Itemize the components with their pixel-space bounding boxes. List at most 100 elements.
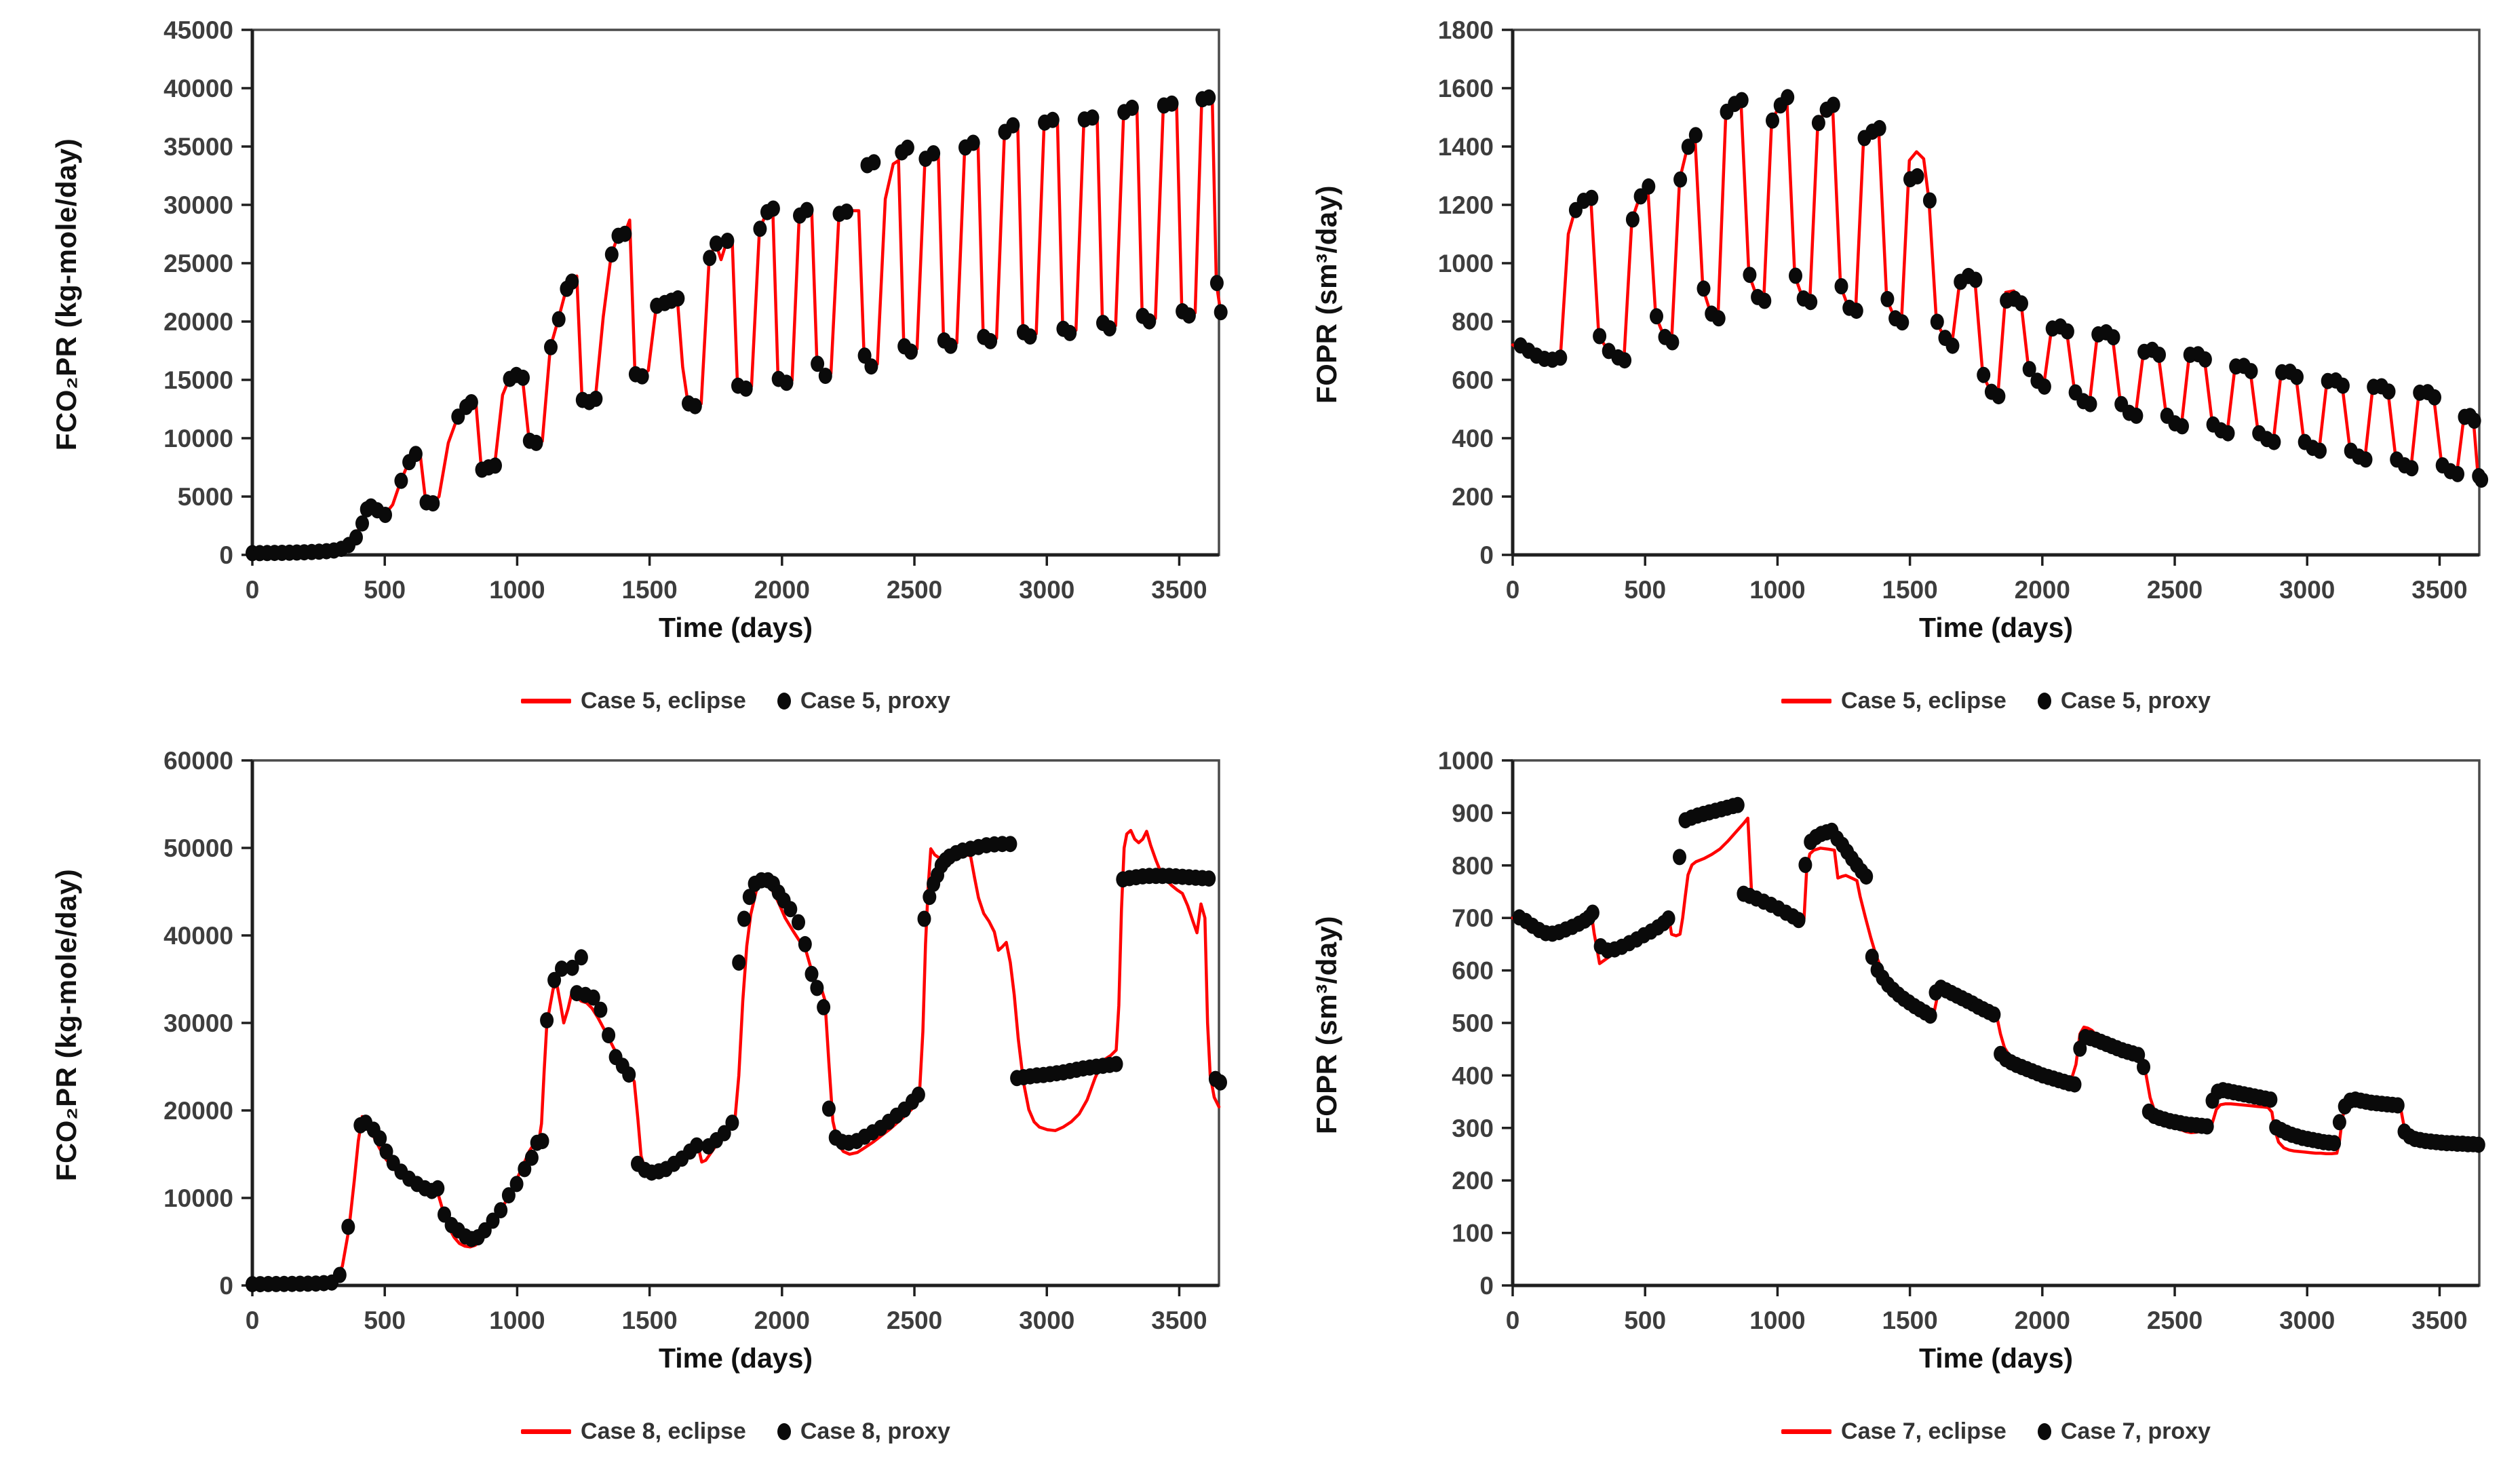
proxy-dot — [737, 910, 751, 927]
proxy-dot — [1661, 910, 1675, 927]
proxy-dot — [867, 154, 881, 171]
proxy-dot — [565, 959, 579, 976]
proxy-dot — [1859, 868, 1874, 885]
x-tick-label: 500 — [1624, 1306, 1666, 1334]
y-tick-label: 400 — [1452, 1062, 1494, 1089]
y-tick-label: 45000 — [163, 16, 233, 44]
proxy-dot — [742, 889, 756, 906]
proxy-dot — [900, 139, 914, 156]
y-tick-label: 1600 — [1438, 75, 1494, 102]
proxy-dot — [2198, 351, 2212, 368]
proxy-dot — [671, 290, 685, 307]
legend-line-swatch — [1781, 699, 1832, 703]
x-tick-label: 2000 — [2015, 576, 2070, 604]
proxy-dot — [710, 235, 723, 252]
y-tick-label: 0 — [1479, 1272, 1494, 1300]
plot-border — [1511, 28, 2481, 556]
legend-label-proxy: Case 5, proxy — [800, 688, 950, 714]
proxy-dot — [1585, 904, 1600, 921]
proxy-dot — [540, 1012, 554, 1029]
proxy-dot — [2022, 361, 2036, 378]
proxy-dot — [426, 495, 440, 511]
y-tick-label: 600 — [1452, 957, 1494, 985]
proxy-dot — [529, 434, 543, 451]
y-tick-label: 700 — [1452, 904, 1494, 932]
legend: Case 7, eclipse Case 7, proxy — [1513, 1418, 2479, 1445]
proxy-dot — [1987, 1006, 2001, 1023]
proxy-dot — [2267, 433, 2281, 450]
x-axis: 0 500 1000 1500 2000 2500 3000 3500 — [1506, 555, 2468, 604]
proxy-dot — [1125, 99, 1139, 116]
proxy-dot — [783, 901, 798, 918]
x-tick-label: 500 — [364, 576, 406, 604]
proxy-dot — [779, 374, 794, 391]
x-tick-label: 2500 — [887, 1306, 942, 1334]
proxy-dot — [1642, 178, 1656, 195]
proxy-dot — [725, 1115, 739, 1131]
proxy-dot — [2129, 407, 2144, 424]
x-tick-label: 2000 — [754, 576, 810, 604]
proxy-dot — [1209, 275, 1224, 292]
proxy-dot — [1142, 313, 1157, 330]
proxy-dot — [1553, 349, 1568, 366]
proxy-dot — [574, 949, 588, 966]
proxy-dot — [1006, 117, 1020, 134]
x-tick-label: 1500 — [1882, 576, 1937, 604]
x-tick-label: 2000 — [2015, 1306, 2070, 1334]
y-tick-label: 40000 — [163, 75, 233, 102]
proxy-dot — [2221, 425, 2235, 442]
legend-item-eclipse: Case 7, eclipse — [1781, 1418, 2007, 1445]
proxy-dot — [1593, 328, 1607, 345]
proxy-dot — [544, 338, 558, 355]
x-tick-label: 1500 — [621, 576, 677, 604]
x-tick-label: 0 — [1506, 576, 1520, 604]
x-axis: 0 500 1000 1500 2000 2500 3000 3500 — [246, 1285, 1207, 1334]
proxy-dot — [1214, 304, 1228, 321]
x-tick-label: 1500 — [621, 1306, 677, 1334]
proxy-dot — [1214, 1074, 1227, 1091]
legend-dot-swatch — [777, 693, 791, 710]
proxy-dot — [1865, 948, 1879, 965]
y-axis: 0 10000 20000 30000 40000 50000 60000 — [163, 747, 252, 1300]
proxy-dot — [1688, 127, 1703, 144]
proxy-dot — [732, 954, 746, 971]
proxy-dot — [604, 246, 619, 263]
proxy-dot — [2313, 442, 2327, 459]
x-tick-label: 3500 — [1151, 1306, 1207, 1334]
eclipse-line — [1511, 96, 2483, 481]
proxy-dot — [1673, 849, 1686, 866]
proxy-dot — [1665, 334, 1680, 351]
proxy-dot — [810, 980, 824, 996]
proxy-dot — [551, 311, 566, 328]
legend-label-eclipse: Case 8, eclipse — [581, 1418, 746, 1444]
proxy-dot — [379, 1143, 393, 1160]
x-tick-label: 3000 — [1019, 576, 1074, 604]
proxy-dot — [720, 233, 735, 249]
proxy-dot — [798, 935, 812, 952]
proxy-dot — [2200, 1118, 2214, 1135]
x-axis: 0 500 1000 1500 2000 2500 3000 3500 — [246, 555, 1207, 604]
x-tick-label: 3500 — [1151, 576, 1207, 604]
proxy-dot — [2332, 1114, 2346, 1131]
x-tick-label: 2500 — [2147, 576, 2203, 604]
proxy-dot — [1743, 267, 1757, 284]
plot-area-fopr-case7: 0 500 1000 1500 2000 2500 3000 3500 0 100 200 300 40… — [1438, 747, 2485, 1334]
proxy-dot — [1758, 292, 1772, 309]
proxy-dot — [2428, 389, 2441, 406]
y-tick-label: 10000 — [163, 425, 233, 452]
proxy-dot — [1811, 115, 1825, 132]
proxy-dot — [622, 1066, 636, 1083]
proxy-dot — [766, 200, 780, 217]
legend-item-proxy: Case 8, proxy — [777, 1418, 950, 1445]
proxy-dot — [547, 971, 562, 988]
proxy-dot — [1923, 1007, 1937, 1024]
legend-label-eclipse: Case 5, eclipse — [581, 688, 746, 714]
proxy-dot — [2244, 363, 2258, 380]
proxy-dot — [1202, 870, 1216, 887]
proxy-dot — [911, 1086, 925, 1103]
plot-border — [1511, 759, 2481, 1287]
proxy-dot — [688, 398, 702, 414]
legend-label-eclipse: Case 5, eclipse — [1841, 688, 2007, 714]
y-tick-label: 1800 — [1438, 16, 1494, 44]
x-tick-label: 2500 — [887, 576, 942, 604]
